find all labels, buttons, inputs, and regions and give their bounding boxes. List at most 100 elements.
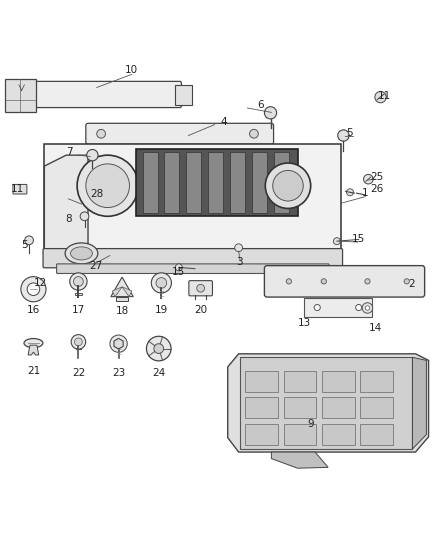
Text: 22: 22 bbox=[72, 368, 85, 378]
Bar bbox=[208, 152, 223, 213]
Text: 13: 13 bbox=[297, 318, 311, 328]
Text: 23: 23 bbox=[112, 368, 125, 378]
Ellipse shape bbox=[24, 338, 43, 348]
FancyBboxPatch shape bbox=[13, 184, 27, 194]
Circle shape bbox=[25, 236, 33, 245]
Circle shape bbox=[146, 336, 171, 361]
Circle shape bbox=[346, 189, 353, 196]
Bar bbox=[245, 424, 278, 445]
Circle shape bbox=[365, 306, 370, 310]
Text: 27: 27 bbox=[89, 261, 102, 271]
Text: 11: 11 bbox=[11, 184, 24, 194]
Circle shape bbox=[286, 279, 291, 284]
Bar bbox=[165, 152, 180, 213]
Bar bbox=[284, 424, 316, 445]
Circle shape bbox=[362, 303, 373, 313]
Bar bbox=[116, 297, 128, 301]
Polygon shape bbox=[413, 357, 426, 449]
Bar bbox=[136, 149, 297, 216]
Circle shape bbox=[235, 244, 243, 252]
Polygon shape bbox=[44, 155, 88, 266]
Bar bbox=[143, 152, 158, 213]
Bar bbox=[252, 152, 267, 213]
Text: 26: 26 bbox=[371, 184, 384, 194]
Text: 3: 3 bbox=[237, 257, 243, 267]
Ellipse shape bbox=[65, 243, 98, 264]
Bar bbox=[75, 293, 82, 295]
Bar bbox=[5, 79, 35, 111]
FancyBboxPatch shape bbox=[86, 123, 274, 144]
Text: 15: 15 bbox=[352, 235, 365, 245]
Bar bbox=[245, 398, 278, 418]
Bar bbox=[322, 372, 355, 392]
Circle shape bbox=[175, 264, 182, 271]
Circle shape bbox=[321, 279, 326, 284]
Bar bbox=[284, 372, 316, 392]
Circle shape bbox=[21, 277, 46, 302]
Circle shape bbox=[365, 279, 370, 284]
Text: 11: 11 bbox=[378, 91, 391, 101]
Bar bbox=[175, 85, 192, 105]
Polygon shape bbox=[228, 354, 428, 452]
Bar bbox=[187, 152, 201, 213]
Circle shape bbox=[151, 273, 171, 293]
Text: 5: 5 bbox=[21, 240, 28, 249]
Text: 19: 19 bbox=[155, 305, 168, 315]
Circle shape bbox=[364, 174, 373, 184]
Text: 10: 10 bbox=[125, 65, 138, 75]
Bar bbox=[360, 424, 393, 445]
Text: 20: 20 bbox=[194, 305, 207, 315]
Circle shape bbox=[265, 107, 277, 119]
Circle shape bbox=[97, 130, 106, 138]
Text: 21: 21 bbox=[27, 366, 40, 376]
Bar bbox=[322, 424, 355, 445]
Circle shape bbox=[71, 335, 86, 349]
Circle shape bbox=[77, 155, 138, 216]
FancyBboxPatch shape bbox=[57, 264, 329, 273]
Text: 18: 18 bbox=[116, 306, 129, 316]
Circle shape bbox=[70, 273, 87, 290]
Circle shape bbox=[74, 277, 83, 286]
Circle shape bbox=[356, 304, 362, 311]
Text: 9: 9 bbox=[307, 419, 314, 429]
FancyBboxPatch shape bbox=[43, 248, 343, 268]
Polygon shape bbox=[111, 277, 133, 297]
Bar bbox=[304, 298, 372, 317]
Text: 12: 12 bbox=[34, 278, 47, 288]
Circle shape bbox=[333, 238, 340, 245]
Polygon shape bbox=[114, 338, 123, 349]
Circle shape bbox=[273, 171, 303, 201]
Circle shape bbox=[156, 278, 167, 288]
Bar bbox=[245, 372, 278, 392]
Text: 5: 5 bbox=[346, 128, 353, 138]
FancyBboxPatch shape bbox=[265, 265, 425, 297]
Bar bbox=[360, 372, 393, 392]
Circle shape bbox=[86, 164, 130, 207]
Bar bbox=[230, 152, 245, 213]
Polygon shape bbox=[122, 287, 132, 297]
Circle shape bbox=[197, 284, 205, 292]
Polygon shape bbox=[44, 144, 341, 266]
Text: 1: 1 bbox=[362, 188, 369, 198]
Ellipse shape bbox=[71, 247, 92, 260]
Circle shape bbox=[314, 304, 320, 311]
Text: 4: 4 bbox=[220, 117, 227, 126]
Text: 28: 28 bbox=[90, 189, 103, 199]
Circle shape bbox=[338, 130, 349, 141]
Circle shape bbox=[154, 344, 164, 353]
Bar bbox=[322, 398, 355, 418]
Text: 25: 25 bbox=[371, 172, 384, 182]
Circle shape bbox=[74, 338, 82, 346]
Bar bbox=[274, 152, 289, 213]
Circle shape bbox=[27, 283, 40, 295]
Text: 6: 6 bbox=[257, 100, 264, 110]
Bar bbox=[284, 398, 316, 418]
Text: 2: 2 bbox=[409, 279, 415, 289]
Text: 15: 15 bbox=[172, 266, 185, 277]
Circle shape bbox=[80, 212, 89, 221]
Text: 24: 24 bbox=[152, 368, 166, 378]
Circle shape bbox=[265, 163, 311, 208]
FancyBboxPatch shape bbox=[189, 281, 212, 296]
Text: 14: 14 bbox=[369, 324, 382, 334]
Text: 16: 16 bbox=[27, 305, 40, 315]
